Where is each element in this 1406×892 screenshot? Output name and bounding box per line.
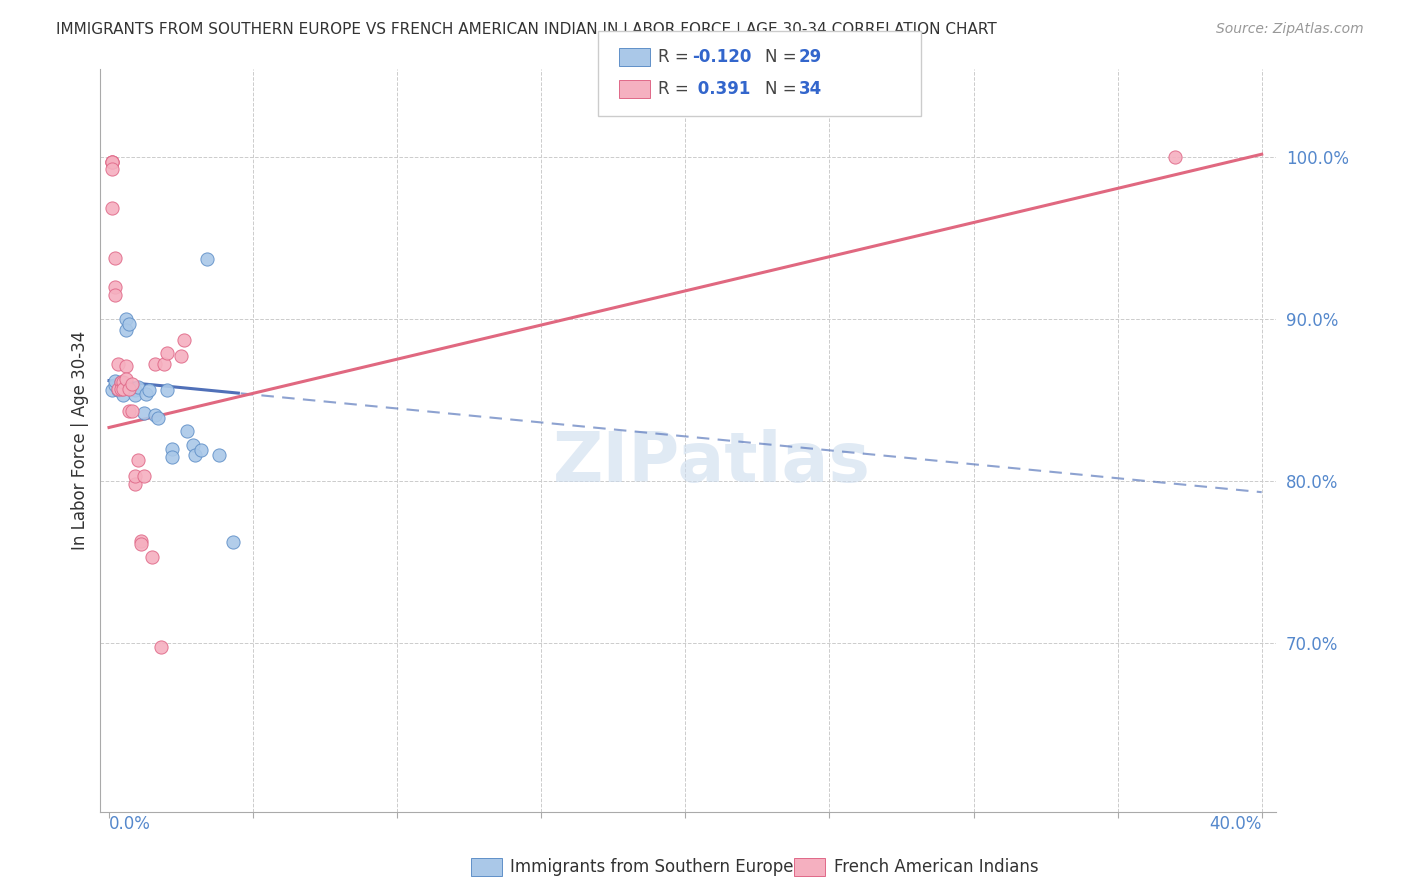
Text: R =: R = [658, 80, 695, 98]
Point [110, 382, 132, 396]
Point [176, 424, 198, 438]
Point [104, 374, 127, 388]
Point [143, 358, 166, 372]
Point [184, 448, 207, 462]
Point [162, 450, 184, 464]
Point [132, 406, 155, 420]
Point [118, 382, 141, 396]
Point [104, 251, 127, 265]
Point [121, 376, 143, 391]
Point [149, 640, 172, 655]
Point [146, 410, 169, 425]
Point [118, 404, 141, 418]
Text: ZIPatlas: ZIPatlas [553, 429, 870, 496]
Point [127, 380, 149, 394]
Point [129, 533, 152, 548]
Point [121, 404, 143, 418]
Point [104, 378, 127, 392]
Point [124, 388, 146, 402]
Point [107, 384, 129, 398]
Point [115, 372, 138, 386]
Point [115, 359, 138, 373]
Point [181, 438, 204, 452]
Point [156, 346, 179, 360]
Point [115, 323, 138, 337]
Point [107, 358, 129, 372]
Point [141, 549, 163, 564]
Point [121, 382, 143, 396]
Point [124, 477, 146, 491]
Text: Source: ZipAtlas.com: Source: ZipAtlas.com [1216, 22, 1364, 37]
Point [170, 349, 193, 363]
Point [124, 384, 146, 398]
Text: -0.120: -0.120 [692, 48, 751, 66]
Point [101, 161, 124, 176]
Text: IMMIGRANTS FROM SOUTHERN EUROPE VS FRENCH AMERICAN INDIAN IN LABOR FORCE | AGE 3: IMMIGRANTS FROM SOUTHERN EUROPE VS FRENC… [56, 22, 997, 38]
Y-axis label: In Labor Force | Age 30-34: In Labor Force | Age 30-34 [72, 331, 89, 550]
Point [173, 333, 195, 347]
Text: 34: 34 [799, 80, 823, 98]
Point [101, 201, 124, 215]
Point [124, 469, 146, 483]
Point [112, 375, 135, 389]
Point [195, 252, 218, 267]
Point [129, 537, 152, 551]
Text: Immigrants from Southern Europe: Immigrants from Southern Europe [510, 858, 794, 876]
Point [118, 317, 141, 331]
Point [207, 448, 229, 462]
Point [162, 442, 184, 456]
Point [115, 312, 138, 326]
Point [110, 375, 132, 389]
Text: R =: R = [658, 48, 695, 66]
Point [152, 358, 174, 372]
Text: N =: N = [765, 80, 801, 98]
Text: N =: N = [765, 48, 801, 66]
Point [143, 408, 166, 422]
Point [101, 155, 124, 169]
Text: French American Indians: French American Indians [834, 858, 1039, 876]
Point [190, 443, 212, 458]
Point [101, 384, 124, 398]
Point [138, 384, 160, 398]
Point [156, 384, 179, 398]
Point [104, 280, 127, 294]
Point [101, 155, 124, 169]
Point [222, 535, 245, 549]
Point [112, 382, 135, 396]
Text: 0.391: 0.391 [692, 80, 751, 98]
Text: 40.0%: 40.0% [1209, 814, 1261, 832]
Point [1164, 151, 1187, 165]
Point [112, 382, 135, 396]
Point [104, 288, 127, 302]
Point [101, 155, 124, 169]
Point [112, 388, 135, 402]
Point [110, 375, 132, 389]
Point [107, 382, 129, 396]
Point [135, 386, 157, 401]
Point [127, 453, 149, 467]
Text: 29: 29 [799, 48, 823, 66]
Text: 0.0%: 0.0% [110, 814, 150, 832]
Point [132, 469, 155, 483]
